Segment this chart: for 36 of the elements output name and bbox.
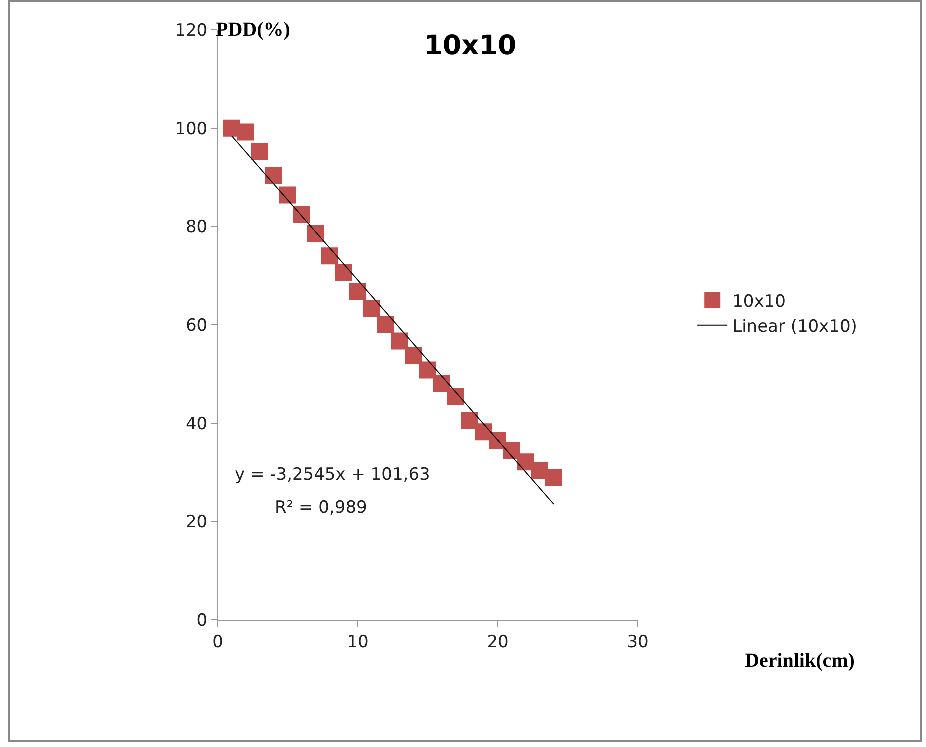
annotation: y = -3,2545x + 101,63 [235, 465, 430, 485]
y-axis-title: PDD(%) [216, 19, 290, 41]
y-tick-label: 100 [175, 119, 208, 140]
y-tick-label: 20 [186, 512, 208, 533]
x-tick-label: 0 [212, 632, 224, 652]
point [462, 412, 478, 430]
x-axis-title: Derinlik(cm) [745, 650, 855, 672]
legend-label: 10x10 [732, 292, 786, 312]
point [392, 332, 408, 350]
point [294, 206, 310, 224]
point [350, 284, 366, 301]
y-tick-label: 80 [186, 218, 208, 238]
point [448, 388, 464, 406]
x-tick-label: 30 [627, 632, 649, 652]
point [378, 316, 394, 334]
point [322, 248, 338, 265]
point [238, 124, 254, 141]
point [280, 186, 296, 204]
point [308, 226, 324, 243]
point [266, 168, 282, 185]
point [420, 362, 436, 379]
x-tick-label: 10 [347, 632, 369, 652]
point [336, 264, 352, 282]
annotation: R² = 0,989 [275, 498, 368, 518]
y-tick-label: 120 [175, 20, 208, 41]
chart-title: 10x10 [424, 30, 517, 62]
legend-label: Linear (10x10) [732, 316, 858, 337]
point [546, 469, 562, 486]
y-tick-label: 40 [186, 414, 208, 434]
point [434, 376, 450, 392]
point [364, 300, 380, 318]
y-tick-label: 0 [196, 610, 208, 631]
y-tick-label: 60 [186, 316, 208, 336]
point [406, 347, 422, 364]
x-tick-label: 20 [487, 632, 509, 652]
point [252, 143, 268, 160]
